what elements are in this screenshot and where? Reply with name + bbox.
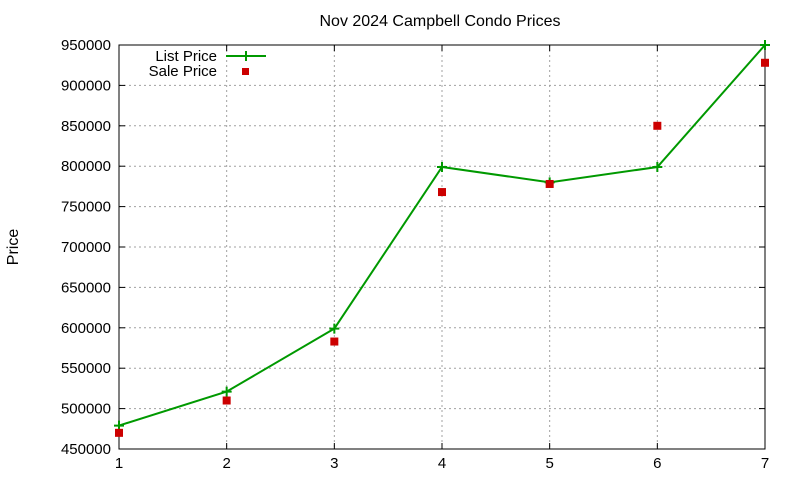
y-tick-label: 450000 [61,441,111,458]
y-tick-label: 900000 [61,77,111,94]
x-tick-label: 1 [115,455,123,472]
point-sale-price [330,337,339,346]
y-tick-label: 500000 [61,401,111,418]
legend-label-list-price: List Price [155,48,217,65]
point-sale-price [115,428,123,437]
y-tick-label: 750000 [61,199,111,216]
y-tick-label: 950000 [61,37,111,54]
y-tick-label: 850000 [61,118,111,135]
x-tick-label: 7 [761,455,769,472]
point-sale-price [222,396,231,405]
point-list-price [221,386,232,397]
legend-label-sale-price: Sale Price [149,63,217,80]
point-sale-price [761,58,769,67]
point-list-price [760,40,770,50]
grid-lines [119,45,765,449]
series-layer [114,40,770,437]
y-tick-label: 550000 [61,360,111,377]
x-tick-label: 2 [222,455,230,472]
y-tick-label: 700000 [61,239,111,256]
point-sale-price [545,179,554,188]
point-sale-price [653,121,662,130]
point-list-price [652,162,663,173]
y-tick-label: 650000 [61,279,111,296]
y-tick-label: 600000 [61,320,111,337]
point-list-price [437,162,447,173]
x-tick-label: 6 [653,455,661,472]
chart-title: Nov 2024 Campbell Condo Prices [319,13,560,30]
x-tick-label: 5 [545,455,553,472]
legend-marker-sale-price [242,68,249,75]
y-tick-label: 800000 [61,158,111,175]
point-list-price [329,323,340,334]
x-tick-label: 4 [438,455,446,472]
x-tick-label: 3 [330,455,338,472]
legend-marker-list-price [241,51,251,61]
axis-ticks: 450000 500000 550000 600000 650000 700000 7500… [61,37,769,472]
y-axis-label: Price [5,229,22,266]
point-sale-price [438,188,446,197]
legend: List Price Sale Price [149,48,266,80]
